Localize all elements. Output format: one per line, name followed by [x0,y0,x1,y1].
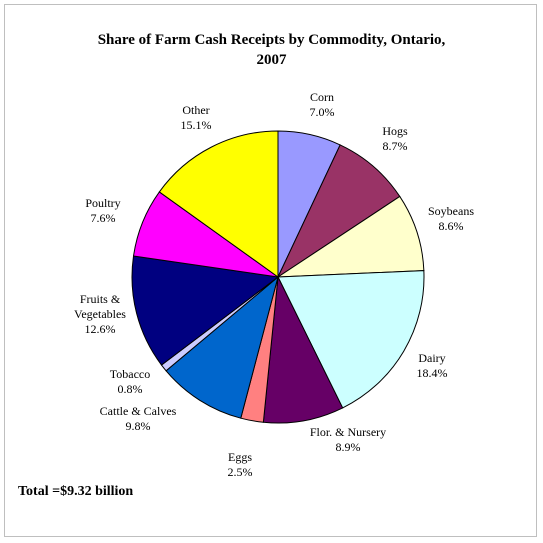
pie-slices [131,130,425,424]
pie-slice-flor-nursery [262,275,344,424]
slice-label-corn: Corn 7.0% [310,90,335,119]
slice-label-flor-nursery: Flor. & Nursery 8.9% [310,425,386,454]
slice-label-eggs: Eggs 2.5% [228,450,253,479]
slice-label-cattle-calves: Cattle & Calves 9.8% [100,404,177,433]
pie-labels: Corn 7.0% Hogs 8.7% Soybeans 8.6% Dairy 18.4% Fl… [74,90,474,479]
pie-slice-other [158,130,279,278]
pie-slice-cattle-calves [165,275,279,419]
pie-slice-dairy [277,270,425,409]
slice-label-hogs: Hogs 8.7% [382,124,408,153]
slice-label-tobacco: Tobacco 0.8% [110,367,150,396]
chart-title-line-1: Share of Farm Cash Receipts by Commodity… [97,32,446,48]
pie-slice-fruits-vegetables [131,255,280,366]
chart-title: Share of Farm Cash Receipts by Commodity… [0,30,543,70]
slice-label-fruits-vegetables: Fruits & Vegetables 12.6% [74,292,126,336]
slice-label-dairy: Dairy 18.4% [417,351,448,380]
slice-label-soybeans: Soybeans 8.6% [428,204,474,233]
total-annotation: Total =$9.32 billion [18,484,134,499]
chart-title-line-2: 2007 [256,52,287,68]
slice-label-poultry: Poultry 7.6% [85,196,120,225]
slice-label-other: Other 15.1% [181,103,212,132]
